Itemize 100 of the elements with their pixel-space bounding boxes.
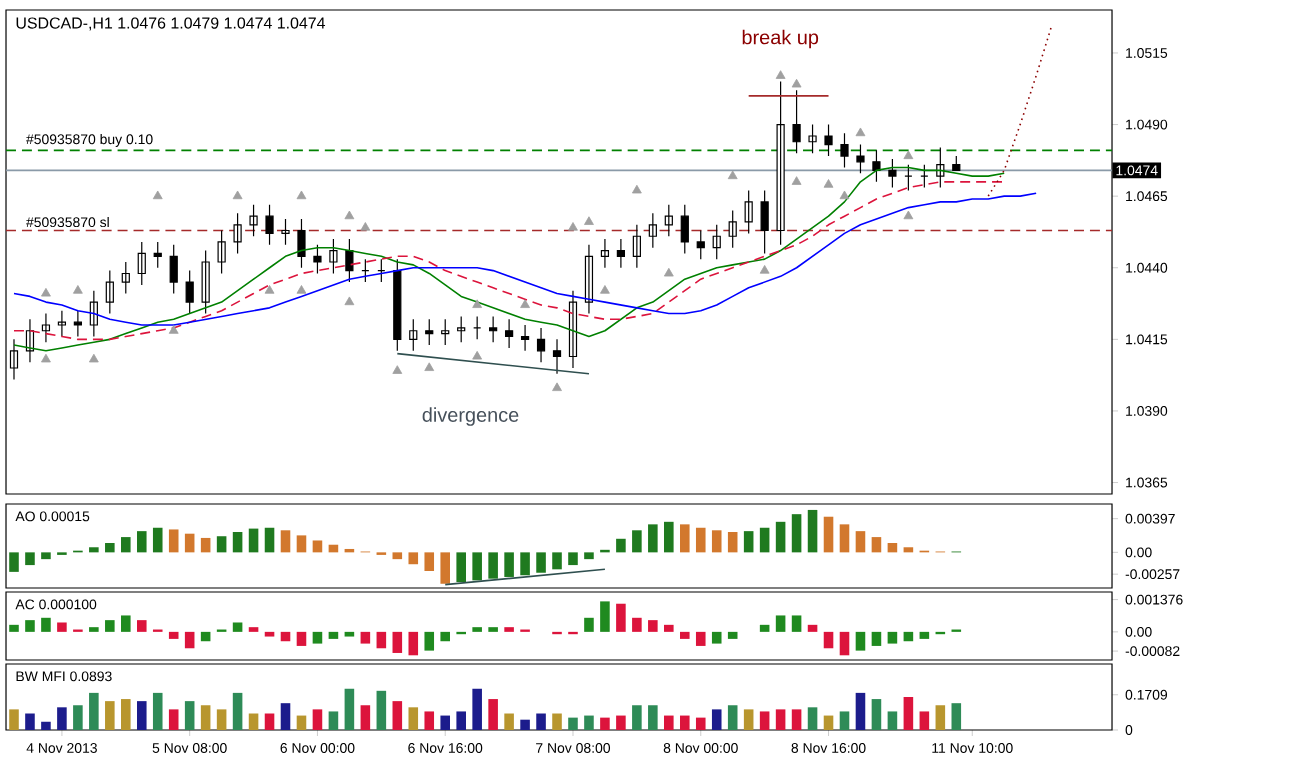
candlestick xyxy=(584,244,594,315)
bar xyxy=(664,624,674,632)
point xyxy=(520,299,530,308)
bar xyxy=(855,631,866,651)
bar xyxy=(951,703,962,730)
bar xyxy=(280,530,291,553)
bar xyxy=(440,631,451,642)
bar xyxy=(632,530,642,553)
candlestick xyxy=(904,164,913,192)
candlestick xyxy=(153,241,162,269)
candlestick xyxy=(680,204,689,255)
bar xyxy=(200,705,211,730)
point xyxy=(472,350,483,360)
candlestick xyxy=(345,238,354,283)
bar xyxy=(791,615,802,632)
point xyxy=(296,190,307,200)
bar xyxy=(328,631,339,639)
bar xyxy=(887,711,898,730)
bar xyxy=(57,622,67,632)
candlestick xyxy=(712,224,721,260)
bar xyxy=(472,688,482,730)
bar xyxy=(360,705,371,730)
candlestick xyxy=(888,158,897,189)
bar xyxy=(791,514,802,553)
bar xyxy=(791,709,802,730)
bar xyxy=(711,631,722,644)
candlestick xyxy=(952,155,961,171)
bar xyxy=(504,713,514,730)
bar xyxy=(184,631,195,649)
bar xyxy=(408,552,419,565)
candlestick xyxy=(377,258,386,283)
candlestick xyxy=(728,209,737,249)
bar xyxy=(73,705,83,730)
point xyxy=(600,285,610,294)
bar xyxy=(136,531,147,553)
candlestick xyxy=(409,318,418,352)
bar xyxy=(919,711,930,730)
candlestick xyxy=(920,164,929,189)
point xyxy=(663,267,674,277)
point xyxy=(88,353,99,363)
candlestick xyxy=(313,244,322,275)
candlestick xyxy=(504,318,514,349)
point xyxy=(392,365,403,374)
bar xyxy=(823,631,834,649)
point xyxy=(360,222,371,231)
candlestick xyxy=(73,310,82,338)
candlestick xyxy=(137,241,146,286)
candlestick xyxy=(872,149,881,183)
bar xyxy=(440,552,451,584)
bar xyxy=(105,543,115,553)
bar xyxy=(711,709,722,730)
point xyxy=(168,325,179,334)
candlestick xyxy=(297,218,306,269)
bar xyxy=(839,524,850,553)
point xyxy=(552,382,562,392)
candlestick xyxy=(233,212,242,255)
candlestick xyxy=(600,238,610,269)
candlestick xyxy=(185,270,194,315)
point xyxy=(855,127,866,137)
bar xyxy=(216,709,227,730)
bar xyxy=(695,631,706,646)
bar xyxy=(264,527,275,553)
bar xyxy=(823,715,834,730)
point xyxy=(232,190,243,200)
point xyxy=(631,184,642,194)
bar xyxy=(759,527,770,553)
annotation: break up xyxy=(742,29,819,49)
bar xyxy=(41,617,51,632)
candlestick xyxy=(169,244,178,295)
candlestick xyxy=(281,218,290,246)
bar xyxy=(568,717,578,730)
bar xyxy=(41,552,51,560)
bar xyxy=(232,692,243,730)
bar xyxy=(232,622,243,632)
bar xyxy=(759,624,770,632)
bar xyxy=(775,615,786,632)
point xyxy=(72,285,83,294)
bar xyxy=(392,552,403,560)
bar xyxy=(887,543,898,553)
bar xyxy=(344,631,355,637)
bar xyxy=(9,552,19,572)
annotation: divergence xyxy=(422,407,519,426)
point xyxy=(472,299,483,308)
bar xyxy=(695,527,706,553)
bar xyxy=(89,692,99,730)
bar xyxy=(41,721,51,730)
point xyxy=(296,285,307,294)
candlestick xyxy=(648,212,657,249)
candlestick xyxy=(425,318,434,346)
bar xyxy=(280,631,291,642)
candlestick xyxy=(856,143,865,174)
bar xyxy=(312,631,323,644)
bar xyxy=(488,552,498,579)
bar xyxy=(552,552,562,570)
point xyxy=(791,176,802,185)
point xyxy=(791,78,802,88)
bar xyxy=(903,547,914,553)
bar xyxy=(248,713,259,730)
bar xyxy=(105,701,115,730)
line-series xyxy=(987,23,1053,197)
